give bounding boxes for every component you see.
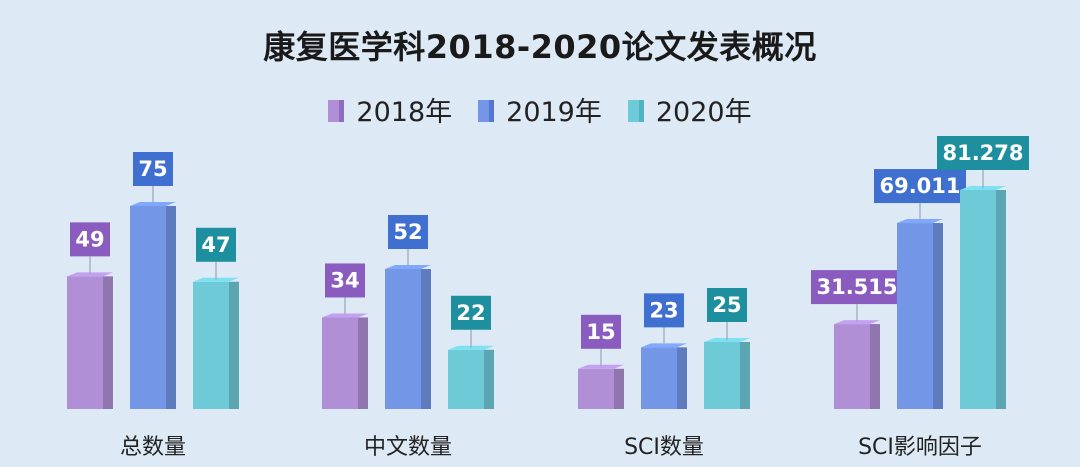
- data-label-box: [811, 270, 903, 305]
- bar-group: 34 52 22: [322, 215, 494, 409]
- legend-label-2020: 2020年: [655, 97, 752, 128]
- legend-label-2018: 2018年: [356, 97, 453, 128]
- data-label: 15: [586, 320, 615, 344]
- data-label-box: [644, 293, 684, 328]
- data-label-box: [581, 314, 621, 349]
- bar: [322, 313, 368, 409]
- bar: [385, 265, 431, 409]
- data-label: 81.278: [942, 141, 1023, 165]
- category-label: SCI影响因子: [858, 435, 982, 460]
- data-label-box: [133, 152, 173, 186]
- legend-label-2019: 2019年: [506, 97, 602, 128]
- data-label-box: [388, 215, 428, 249]
- data-label: 25: [712, 293, 741, 317]
- data-label-box: [70, 222, 110, 257]
- bar: [960, 186, 1006, 409]
- legend-swatch-2019: [478, 98, 495, 122]
- bar: [130, 202, 176, 409]
- legend: 2018年 2019年 2020年: [0, 90, 1080, 129]
- bar-group: 49 75 47: [67, 152, 239, 409]
- category-label: 总数量: [120, 435, 186, 460]
- data-label: 34: [330, 268, 359, 292]
- bar-group: 15 23 25: [578, 288, 750, 409]
- legend-swatch-2018: [328, 98, 345, 122]
- chart-title: 康复医学科2018-2020论文发表概况: [263, 28, 817, 66]
- legend-swatch-2020: [627, 98, 644, 122]
- data-label-box: [451, 295, 491, 330]
- data-label: 47: [201, 233, 230, 257]
- data-label-box: [937, 136, 1029, 170]
- bar: [897, 219, 943, 409]
- bar: [578, 364, 624, 409]
- data-label-box: [874, 169, 966, 204]
- data-label: 31.515: [816, 275, 897, 299]
- data-label: 52: [393, 220, 422, 244]
- bar: [448, 345, 494, 409]
- data-label: 23: [649, 298, 678, 322]
- category-label: SCI数量: [624, 435, 704, 460]
- data-label: 22: [456, 301, 485, 325]
- data-label-box: [196, 227, 236, 262]
- bar: [834, 320, 880, 409]
- category-label: 中文数量: [364, 435, 452, 460]
- bar-group: 31.515 69.011 81.278: [811, 136, 1029, 409]
- data-label: 75: [138, 157, 167, 181]
- legend-item-2019: 2019年: [478, 90, 602, 129]
- bar: [67, 272, 113, 409]
- bar: [704, 338, 750, 409]
- legend-item-2020: 2020年: [627, 90, 752, 129]
- data-label: 49: [75, 227, 104, 251]
- data-label-box: [707, 288, 747, 322]
- data-label: 69.011: [879, 174, 960, 198]
- data-label-box: [325, 263, 365, 298]
- bar: [193, 277, 239, 409]
- legend-item-2018: 2018年: [328, 90, 452, 129]
- bar: [641, 343, 687, 409]
